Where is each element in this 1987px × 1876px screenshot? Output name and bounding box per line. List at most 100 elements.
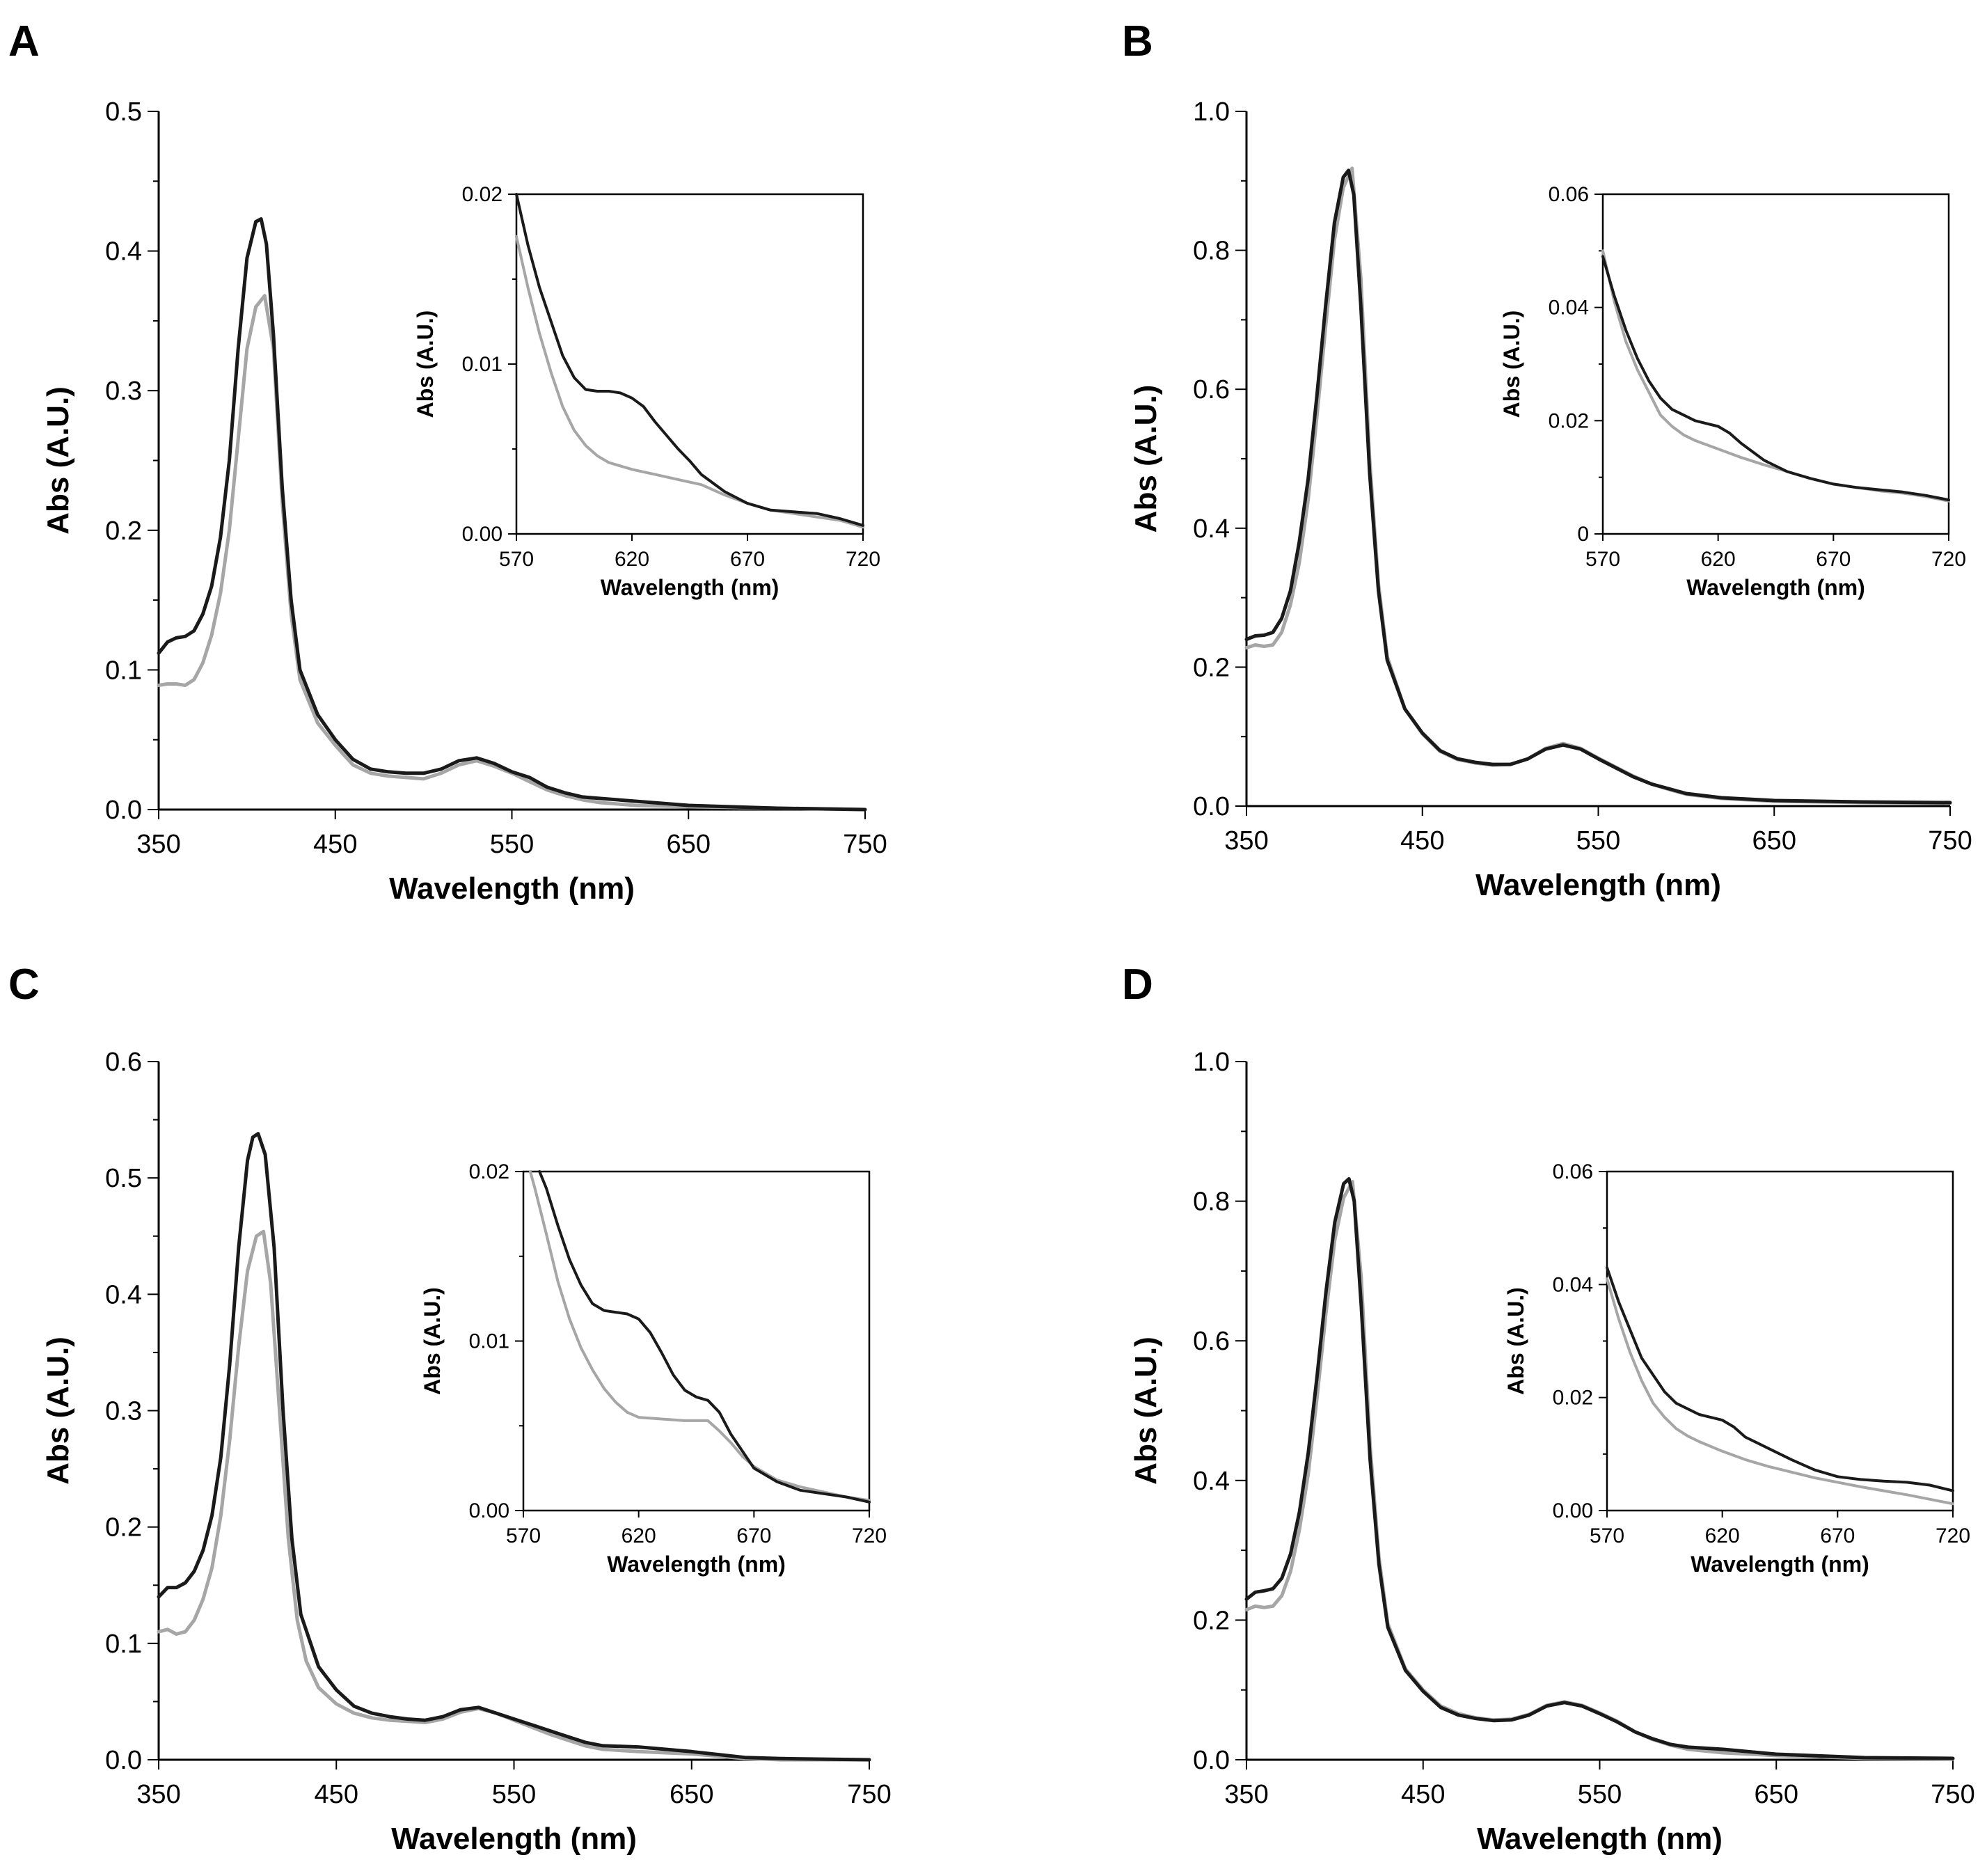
main-a-ytick-label: 0.5 [105,97,142,127]
main-c-ytick-label: 0.2 [105,1513,142,1543]
main-a-xtick-label: 750 [843,830,887,859]
inset-b-series-dark [1601,255,1950,502]
main-c-ytick-label: 0.1 [105,1630,142,1659]
inset-b-ytick-label: 0.02 [1549,409,1589,432]
inset-a-xtick-label: 720 [846,548,880,571]
main-a-xlabel: Wavelength (nm) [389,872,635,906]
inset-d-series-dark [1606,1266,1954,1492]
main-d-xtick-label: 350 [1224,1780,1268,1809]
inset-a-xtick-label: 670 [730,548,765,571]
inset-c-ytick-label: 0.01 [469,1330,509,1353]
panel-letter-a: A [8,17,40,65]
main-b-xtick-label: 450 [1400,826,1444,856]
inset-d-series-light [1606,1277,1954,1506]
inset-b-ytick-label: 0 [1577,523,1589,546]
main-c-ytick-label: 0.0 [105,1746,142,1775]
inset-c-xlabel: Wavelength (nm) [607,1552,786,1577]
inset-a-xtick-label: 620 [615,548,649,571]
inset-c-ytick-label: 0.02 [469,1160,509,1183]
main-c-xtick-label: 350 [136,1780,180,1809]
main-d-xtick-label: 650 [1755,1780,1798,1809]
inset-c-xtick-label: 670 [736,1524,771,1547]
panel-a: A 0.0 0.1 0.2 0.3 0.4 0.5 350 450 550 650 750 Wavele… [8,17,887,906]
inset-a-ylabel: Abs (A.U.) [413,310,438,418]
inset-a-series-dark [515,193,864,527]
main-d-ytick-label: 0.2 [1193,1606,1230,1635]
main-b-ytick-label: 0.2 [1193,653,1230,682]
inset-d-xtick-label: 720 [1935,1524,1970,1547]
main-b-xtick-label: 650 [1752,826,1796,856]
main-a-xtick-label: 550 [490,830,534,859]
inset-a-ytick-label: 0.01 [462,353,502,376]
main-c-series-dark [157,1132,871,1762]
inset-d-ytick-label: 0.06 [1553,1160,1593,1183]
main-d-ytick-label: 0.4 [1193,1467,1230,1496]
main-c-xtick-label: 750 [847,1780,891,1809]
main-a-xtick-label: 350 [136,830,180,859]
main-b-ytick-label: 0.8 [1193,237,1230,266]
inset-c-frame [522,1170,871,1512]
main-b-xtick-label: 350 [1224,826,1268,856]
inset-d-ytick-label: 0.00 [1553,1499,1593,1522]
inset-c-series-dark [538,1170,871,1504]
main-b-ylabel: Abs (A.U.) [1129,385,1163,533]
main-a-ytick-label: 0.1 [105,656,142,685]
inset-d-xlabel: Wavelength (nm) [1691,1552,1869,1577]
main-b-series-dark [1244,168,1952,805]
inset-c-series-light [528,1170,871,1502]
main-d-xlabel: Wavelength (nm) [1477,1822,1723,1856]
main-c-xtick-label: 450 [315,1780,358,1809]
main-a-series-light [157,294,867,812]
panel-letter-c: C [8,961,40,1009]
inset-d-xtick-label: 570 [1590,1524,1624,1547]
inset-d-ytick-label: 0.04 [1553,1273,1593,1296]
inset-a-xlabel: Wavelength (nm) [601,575,779,600]
inset-a-ytick-label: 0.00 [462,523,502,546]
main-d-xtick-label: 450 [1401,1780,1445,1809]
inset-b-xtick-label: 720 [1931,548,1966,571]
main-c-ytick-label: 0.5 [105,1164,142,1193]
main-c-ytick-label: 0.6 [105,1048,142,1077]
main-a-ytick-label: 0.3 [105,377,142,406]
inset-panel-c: 0.00 0.01 0.02 570 620 670 720 Wavelength (nm) A… [420,1160,887,1577]
inset-a-ytick-label: 0.02 [462,183,502,206]
main-d-xtick-label: 750 [1931,1780,1974,1809]
main-a-ytick-label: 0.4 [105,237,142,267]
inset-b-xtick-label: 670 [1816,548,1851,571]
main-d-ylabel: Abs (A.U.) [1129,1337,1163,1485]
inset-c-xtick-label: 620 [622,1524,656,1547]
inset-c-ytick-label: 0.00 [469,1499,509,1522]
inset-d-xtick-label: 670 [1820,1524,1855,1547]
main-a-series-dark [157,217,867,812]
panel-c: C 0.0 0.1 0.2 0.3 0.4 0.5 0.6 350 450 550 650 750 Wav… [8,961,892,1856]
main-d-xtick-label: 550 [1578,1780,1622,1809]
main-d-ytick-label: 0.0 [1193,1746,1230,1775]
main-a-xtick-label: 450 [313,830,357,859]
inset-panel-a: 0.00 0.01 0.02 570 620 670 720 Wavelength (nm) A… [413,183,880,600]
inset-b-xtick-label: 570 [1585,548,1620,571]
main-d-series-dark [1244,1177,1955,1760]
main-d-ytick-label: 1.0 [1193,1048,1230,1077]
inset-c-xtick-label: 720 [852,1524,887,1547]
main-b-xtick-label: 550 [1576,826,1620,856]
inset-b-ytick-label: 0.06 [1549,183,1589,206]
main-a-ytick-label: 0.2 [105,517,142,546]
inset-c-ylabel: Abs (A.U.) [420,1287,445,1395]
inset-d-ytick-label: 0.02 [1553,1387,1593,1410]
inset-b-ytick-label: 0.04 [1549,297,1589,320]
inset-b-frame [1601,193,1950,535]
main-c-xtick-label: 650 [670,1780,713,1809]
main-d-ytick-label: 0.6 [1193,1327,1230,1356]
inset-panel-d: 0.00 0.02 0.04 0.06 570 620 670 720 Wavelength (… [1503,1160,1970,1577]
main-b-ytick-label: 0.4 [1193,514,1230,544]
main-b-xlabel: Wavelength (nm) [1475,868,1721,902]
panel-letter-b: B [1122,17,1153,65]
inset-b-ylabel: Abs (A.U.) [1499,310,1524,418]
main-a-ylabel: Abs (A.U.) [41,386,75,535]
main-a-xtick-label: 650 [667,830,711,859]
main-b-ytick-label: 0.6 [1193,375,1230,404]
main-b-xtick-label: 750 [1928,826,1972,856]
inset-b-xtick-label: 620 [1701,548,1736,571]
inset-d-frame [1606,1170,1954,1512]
inset-b-xlabel: Wavelength (nm) [1686,575,1865,600]
